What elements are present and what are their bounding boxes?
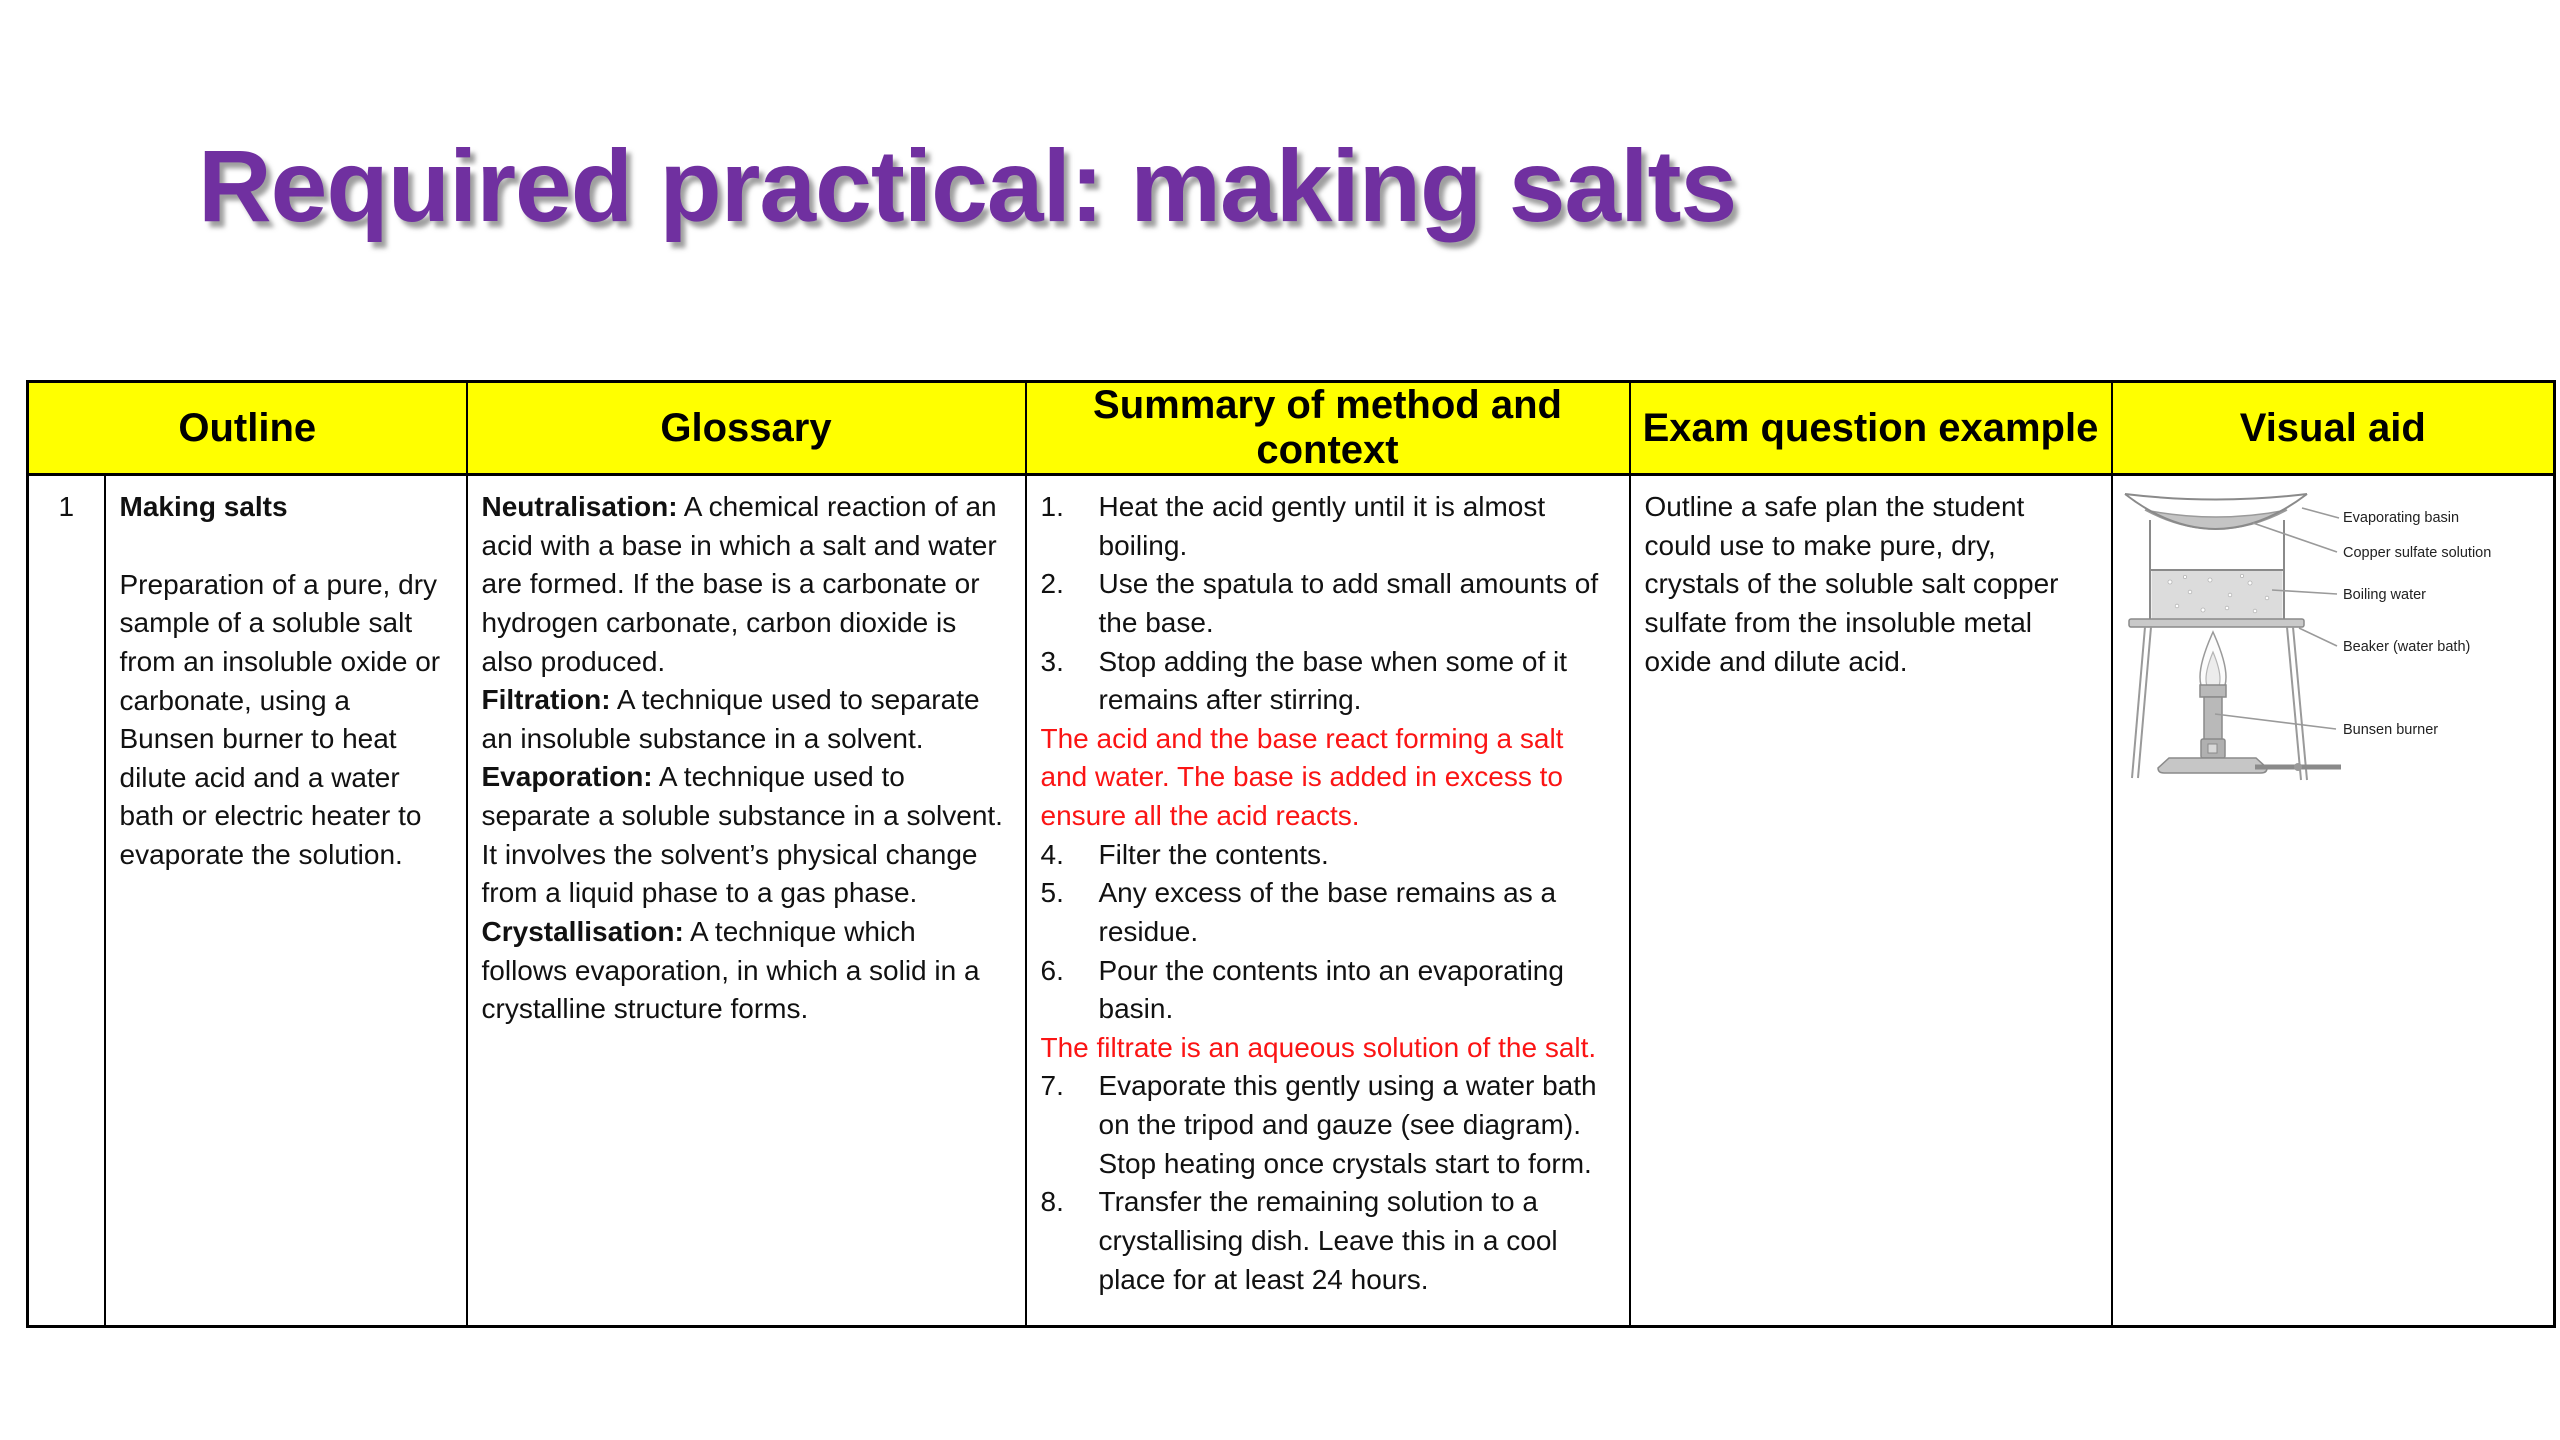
glossary-definition: A technique used to separate an insolubl…	[481, 684, 980, 754]
step-number: 3.	[1040, 645, 1064, 677]
step-text: Heat the acid gently until it is almost …	[1098, 491, 1546, 561]
glossary-entry: Evaporation: A technique used to separat…	[482, 758, 1009, 913]
glossary-definition: A technique which follows evaporation, i…	[481, 915, 980, 1025]
step-text: Use the spatula to add small amounts of …	[1098, 568, 1599, 638]
row-number-cell: 1	[26, 473, 106, 1328]
outline-cell: Making salts Preparation of a pure, dry …	[103, 473, 468, 1328]
method-step: 4. Filter the contents.	[1041, 836, 1613, 875]
header-glossary: Glossary	[465, 380, 1027, 476]
evaporating-basin	[2123, 493, 2308, 530]
glossary-entry: Neutralisation: A chemical reaction of a…	[482, 488, 1009, 681]
boiling-water	[2151, 570, 2282, 619]
burner-base	[2156, 757, 2268, 774]
method-note-red: The filtrate is an aqueous solution of t…	[1040, 1031, 1597, 1063]
header-exam-question: Exam question example	[1628, 380, 2113, 476]
step-text: Filter the contents.	[1098, 838, 1329, 870]
method-step: 8. Transfer the remaining solution to a c…	[1041, 1183, 1613, 1299]
step-number: 5.	[1040, 877, 1064, 909]
step-number: 6.	[1040, 954, 1064, 986]
method-cell: 1. Heat the acid gently until it is almos…	[1024, 473, 1631, 1328]
burner-chimney	[2202, 696, 2223, 743]
method-step: 6. Pour the contents into an evaporating …	[1041, 952, 1613, 1029]
outline-spacer	[120, 527, 450, 566]
table-row: 1 Making salts Preparation of a pure, dr…	[26, 473, 2556, 1328]
leader-lines	[2214, 507, 2339, 730]
tripod-top	[2127, 618, 2305, 628]
step-number: 2.	[1040, 568, 1064, 600]
method-step: 2. Use the spatula to add small amounts o…	[1041, 565, 1613, 642]
header-outline: Outline	[26, 380, 468, 476]
step-number: 1.	[1040, 491, 1064, 522]
glossary-term: Crystallisation:	[481, 915, 684, 947]
gas-tube-coupling	[2293, 763, 2302, 771]
step-text: Transfer the remaining solution to a cry…	[1098, 1186, 1558, 1295]
step-text: Pour the contents into an evaporating ba…	[1098, 954, 1564, 1025]
glossary-definition: A chemical reaction of an acid with a ba…	[481, 491, 997, 677]
outline-body: Preparation of a pure, dry sample of a s…	[119, 568, 441, 870]
exam-question-text: Outline a safe plan the student could us…	[1644, 491, 2059, 677]
burner-collar	[2198, 684, 2227, 698]
page-title: Required practical: making salts	[198, 129, 1737, 243]
water-bubbles	[2167, 574, 2269, 614]
glossary-term: Neutralisation:	[481, 491, 678, 522]
glossary-definition: A technique used to separate a soluble s…	[481, 761, 1003, 909]
glossary-term: Filtration:	[481, 684, 611, 716]
water-bath-diagram: Evaporating basin Copper sulfate solutio…	[2123, 493, 2491, 781]
glossary-cell: Neutralisation: A chemical reaction of a…	[465, 473, 1027, 1328]
method-step: 1. Heat the acid gently until it is almos…	[1041, 488, 1613, 565]
exam-question-cell: Outline a safe plan the student could us…	[1628, 473, 2113, 1328]
step-text: Evaporate this gently using a water bath…	[1098, 1070, 1597, 1179]
method-step: 3. Stop adding the base when some of it r…	[1041, 643, 1613, 720]
diagram-label-bunsen-burner: Bunsen burner	[2343, 722, 2438, 738]
glossary-entry: Filtration: A technique used to separate…	[482, 681, 1009, 758]
practical-table: Outline Glossary Summary of method and c…	[26, 380, 2556, 1328]
step-text: Stop adding the base when some of it rem…	[1098, 645, 1568, 716]
diagram-label-boiling-water: Boiling water	[2343, 587, 2426, 603]
glossary-entry: Crystallisation: A technique which follo…	[482, 913, 1009, 1029]
diagram-label-beaker-water-bath: Beaker (water bath)	[2343, 639, 2470, 655]
header-visual-aid: Visual aid	[2110, 380, 2556, 476]
step-number: 8.	[1040, 1186, 1064, 1218]
method-note-red: The acid and the base react forming a sa…	[1040, 722, 1564, 831]
tripod-legs	[2130, 626, 2308, 781]
header-summary: Summary of method and context	[1024, 380, 1631, 476]
step-number: 4.	[1040, 838, 1064, 870]
diagram-label-copper-sulfate-solution: Copper sulfate solution	[2343, 545, 2491, 561]
outline-heading: Making salts	[119, 491, 288, 522]
method-step: 5. Any excess of the base remains as a re…	[1041, 874, 1613, 951]
table-header-row: Outline Glossary Summary of method and c…	[26, 380, 2556, 476]
glossary-term: Evaporation:	[481, 761, 653, 793]
visual-aid-cell: Evaporating basin Copper sulfate solutio…	[2110, 473, 2556, 1328]
diagram-label-evaporating-basin: Evaporating basin	[2343, 510, 2459, 526]
method-step: 7. Evaporate this gently using a water ba…	[1041, 1067, 1613, 1183]
step-text: Any excess of the base remains as a resi…	[1098, 877, 1557, 947]
step-number: 7.	[1040, 1070, 1064, 1102]
